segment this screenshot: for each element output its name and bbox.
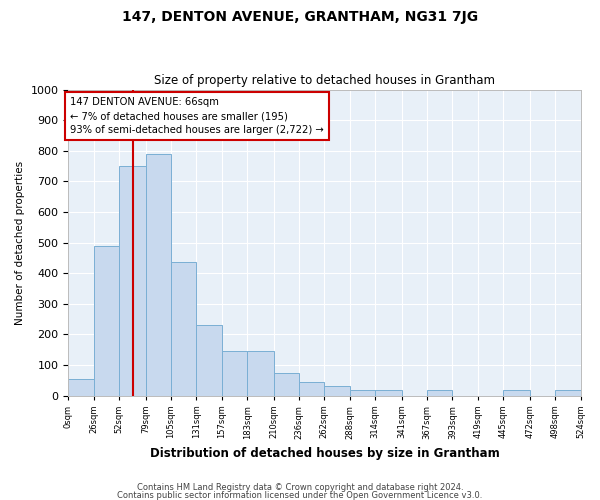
Bar — [274, 372, 299, 396]
Bar — [375, 390, 401, 396]
Bar — [222, 352, 247, 396]
Text: 147, DENTON AVENUE, GRANTHAM, NG31 7JG: 147, DENTON AVENUE, GRANTHAM, NG31 7JG — [122, 10, 478, 24]
Text: 147 DENTON AVENUE: 66sqm
← 7% of detached houses are smaller (195)
93% of semi-d: 147 DENTON AVENUE: 66sqm ← 7% of detache… — [70, 97, 324, 135]
Bar — [146, 154, 171, 396]
Y-axis label: Number of detached properties: Number of detached properties — [15, 160, 25, 324]
Bar — [555, 390, 581, 396]
Text: Contains HM Land Registry data © Crown copyright and database right 2024.: Contains HM Land Registry data © Crown c… — [137, 484, 463, 492]
Bar — [503, 390, 530, 396]
Title: Size of property relative to detached houses in Grantham: Size of property relative to detached ho… — [154, 74, 495, 87]
Bar — [325, 386, 350, 396]
Bar — [427, 390, 452, 396]
Bar — [247, 352, 274, 396]
Text: Contains public sector information licensed under the Open Government Licence v3: Contains public sector information licen… — [118, 490, 482, 500]
X-axis label: Distribution of detached houses by size in Grantham: Distribution of detached houses by size … — [149, 447, 499, 460]
Bar — [299, 382, 325, 396]
Bar — [94, 246, 119, 396]
Bar — [171, 262, 196, 396]
Bar — [350, 390, 375, 396]
Bar — [68, 379, 94, 396]
Bar — [119, 166, 146, 396]
Bar — [196, 325, 222, 396]
